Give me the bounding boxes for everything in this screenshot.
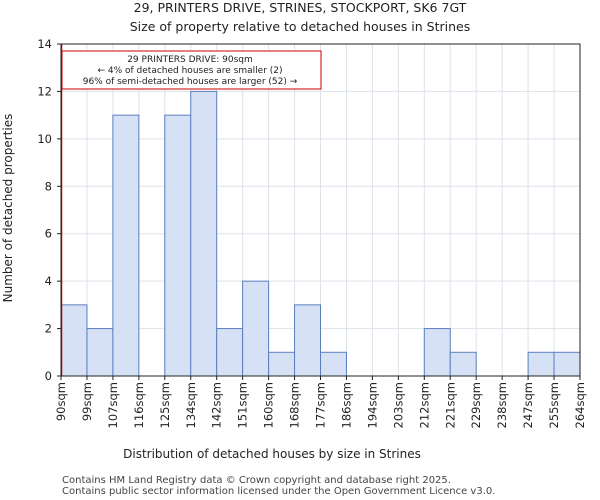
x-tick-label: 229sqm [469,382,483,428]
x-tick-label: 160sqm [262,382,276,428]
y-tick-label: 10 [37,132,52,146]
bar [423,328,451,377]
x-tick-label: 255sqm [547,382,561,428]
footer-line-1: Contains HM Land Registry data © Crown c… [62,475,451,486]
y-tick-label: 4 [45,274,52,288]
bars [60,90,581,377]
annotation-line-1: 29 PRINTERS DRIVE: 90sqm [127,55,253,65]
x-tick-label: 107sqm [106,382,120,428]
bar [242,280,270,377]
chart-title: 29, PRINTERS DRIVE, STRINES, STOCKPORT, … [134,0,467,15]
annotation-line-2: ← 4% of detached houses are smaller (2) [97,66,282,76]
bar [164,114,192,377]
bar [294,304,321,377]
y-axis-label: Number of detached properties [1,114,15,303]
x-tick-label: 247sqm [521,382,535,428]
y-axis-ticks: 0 2 4 6 8 10 12 14 [37,37,61,383]
x-axis-label: Distribution of detached houses by size … [123,447,421,461]
bar [320,351,347,377]
x-tick-label: 168sqm [288,382,302,428]
x-tick-label: 125sqm [158,382,172,428]
bar [268,351,296,377]
x-tick-label: 116sqm [132,382,146,428]
x-tick-label: 151sqm [236,382,250,428]
bar [216,328,244,377]
y-tick-label: 0 [45,369,52,383]
y-tick-label: 12 [37,84,52,98]
y-tick-label: 6 [45,227,52,241]
x-tick-label: 264sqm [573,382,587,428]
x-axis-ticks: 90sqm 99sqm 107sqm 116sqm 125sqm 134sqm 142sqm… [54,376,587,428]
x-tick-label: 221sqm [443,382,457,428]
footer-line-2: Contains public sector information licen… [62,486,495,497]
x-tick-label: 134sqm [184,382,198,428]
bar [527,351,555,377]
x-tick-label: 99sqm [80,382,94,421]
y-tick-label: 8 [45,179,52,193]
x-tick-label: 194sqm [365,382,379,428]
annotation-box: 29 PRINTERS DRIVE: 90sqm ← 4% of detache… [61,50,322,90]
x-tick-label: 212sqm [417,382,431,428]
annotation-frame [61,50,322,90]
x-tick-label: 186sqm [339,382,353,428]
annotation-line-3: 96% of semi-detached houses are larger (… [83,77,298,87]
bar [112,114,140,377]
x-tick-label: 142sqm [210,382,224,428]
chart-subtitle: Size of property relative to detached ho… [130,19,471,34]
x-tick-label: 238sqm [495,382,509,428]
y-tick-label: 2 [45,322,52,336]
x-tick-label: 177sqm [314,382,328,428]
x-tick-label: 203sqm [391,382,405,428]
bar [449,351,477,377]
x-tick-label: 90sqm [54,382,68,421]
bar [190,90,218,377]
bar [553,351,581,377]
y-tick-label: 14 [37,37,52,51]
bar [60,304,88,377]
bar [86,328,114,377]
